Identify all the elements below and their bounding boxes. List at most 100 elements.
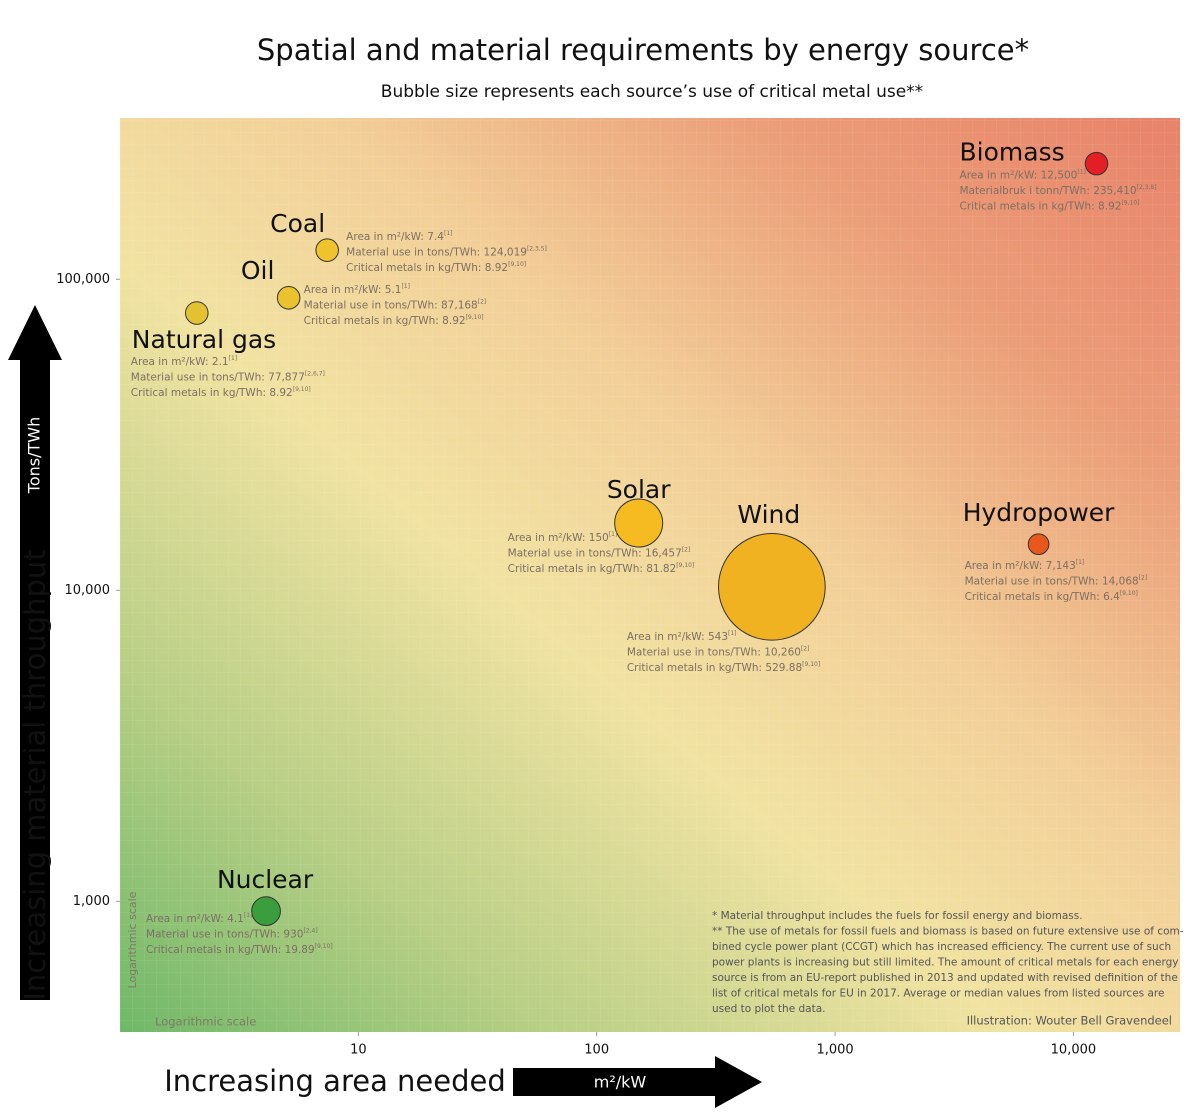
- note-text: Material use in tons/TWh: 10,260: [627, 646, 801, 658]
- bubble: [185, 301, 209, 325]
- bubble: [315, 238, 339, 262]
- source-note: Material use in tons/TWh: 87,168[2]: [304, 298, 487, 312]
- bubble: [718, 532, 826, 641]
- source-note: Area in m²/kW: 12,500[1]: [960, 168, 1086, 182]
- note-text: Critical metals in kg/TWh: 6.4: [965, 591, 1121, 603]
- y-scale-note: Logarithmic scale: [126, 891, 139, 988]
- source-note: Material use in tons/TWh: 14,068[2]: [965, 574, 1148, 588]
- source-note: Material use in tons/TWh: 930[2,4]: [146, 927, 318, 941]
- source-note: Material use in tons/TWh: 16,457[2]: [508, 546, 691, 560]
- x-tick-label: 10: [350, 1043, 367, 1058]
- source-name: Nuclear: [217, 865, 314, 894]
- bubble: [276, 286, 301, 310]
- note-ref: [1]: [244, 912, 253, 919]
- chart-title: Spatial and material requirements by ene…: [257, 33, 1029, 67]
- source-note: Critical metals in kg/TWh: 81.82[9,10]: [508, 561, 695, 575]
- note-ref: [1]: [444, 230, 453, 237]
- footnote: * Material throughput includes the fuels…: [712, 910, 1083, 922]
- x-scale-note: Logarithmic scale: [155, 1015, 256, 1029]
- bubble: [614, 498, 664, 548]
- note-text: Area in m²/kW: 12,500: [960, 170, 1078, 182]
- source-note: Critical metals in kg/TWh: 6.4[9,10]: [965, 590, 1138, 604]
- note-ref: [9,10]: [802, 660, 820, 667]
- note-text: Area in m²/kW: 2.1: [131, 356, 229, 368]
- x-arrow: [513, 1056, 762, 1108]
- footnote: used to plot the data.: [712, 1003, 826, 1015]
- source-note: Material use in tons/TWh: 124,019[2,3,5]: [346, 245, 547, 258]
- note-ref: [2]: [1139, 574, 1148, 581]
- note-text: Critical metals in kg/TWh: 19.89: [146, 944, 315, 956]
- y-tick-label: 10,000: [65, 583, 111, 598]
- source-note: Area in m²/kW: 7,143[1]: [965, 559, 1085, 573]
- x-tick-label: 100: [584, 1043, 609, 1058]
- source-note: Area in m²/kW: 7.4[1]: [346, 230, 452, 244]
- x-tick-label: 10,000: [1051, 1043, 1097, 1058]
- note-text: Area in m²/kW: 7.4: [346, 231, 444, 243]
- credit: Illustration: Wouter Bell Gravendeel: [967, 1014, 1172, 1028]
- note-ref: [9,10]: [1120, 590, 1138, 597]
- note-text: Material use in tons/TWh: 930: [146, 929, 303, 941]
- note-ref: [9,10]: [508, 261, 526, 268]
- note-ref: [9,10]: [293, 386, 311, 393]
- note-ref: [9,10]: [1121, 199, 1139, 206]
- source-note: Critical metals in kg/TWh: 8.92[9,10]: [960, 199, 1140, 213]
- footnote: power plants is increasing but still lim…: [712, 957, 1179, 969]
- note-ref: [2]: [682, 546, 691, 553]
- y-arrow: [8, 305, 62, 1000]
- note-text: Critical metals in kg/TWh: 8.92: [131, 387, 293, 399]
- source-name: Coal: [270, 209, 325, 238]
- note-text: Material use in tons/TWh: 87,168: [304, 299, 478, 311]
- note-ref: [1]: [728, 629, 737, 636]
- source-name: Biomass: [960, 138, 1065, 167]
- note-ref: [1]: [1077, 168, 1086, 175]
- note-ref: [9,10]: [676, 561, 694, 568]
- footnote: bined cycle power plant (CCGT) which has…: [712, 941, 1171, 953]
- note-text: Material use in tons/TWh: 16,457: [508, 547, 682, 559]
- note-ref: [2,3,5]: [527, 245, 547, 252]
- note-ref: [2]: [478, 298, 487, 305]
- note-text: Area in m²/kW: 7,143: [965, 560, 1076, 572]
- bubble: [1027, 533, 1050, 555]
- source-note: Critical metals in kg/TWh: 19.89[9,10]: [146, 943, 333, 957]
- bubble-group: Solar Area in m²/kW: 150[1] Material use i…: [508, 475, 695, 575]
- y-unit: Tons/TWh: [25, 417, 44, 494]
- note-ref: [1]: [229, 355, 238, 362]
- note-ref: [2,6,7]: [305, 370, 325, 377]
- x-axis-title: Increasing area needed: [164, 1064, 506, 1098]
- note-ref: [1]: [1076, 559, 1085, 566]
- footnote: source is from an EU-report published in…: [712, 972, 1178, 984]
- note-ref: [2,4]: [303, 927, 317, 934]
- bubble-group: Coal Area in m²/kW: 7.4[1]Material use in…: [270, 209, 547, 274]
- footnote: ** The use of metals for fossil fuels an…: [712, 926, 1184, 938]
- note-text: Area in m²/kW: 150: [508, 532, 609, 544]
- source-note: Material use in tons/TWh: 77,877[2,6,7]: [131, 370, 325, 384]
- source-note: Area in m²/kW: 4.1[1]: [146, 912, 252, 926]
- note-text: Material use in tons/TWh: 77,877: [131, 372, 305, 384]
- note-ref: [9,10]: [466, 313, 484, 320]
- x-tick-label: 1,000: [816, 1043, 853, 1058]
- note-ref: [9,10]: [315, 943, 333, 950]
- note-text: Critical metals in kg/TWh: 8.92: [304, 315, 466, 327]
- source-note: Critical metals in kg/TWh: 529.88[9,10]: [627, 660, 820, 674]
- source-note: Area in m²/kW: 543[1]: [627, 629, 737, 643]
- source-note: Area in m²/kW: 2.1[1]: [131, 355, 237, 369]
- source-note: Materialbruk i tonn/TWh: 235,410[2,3,8]: [960, 184, 1157, 198]
- x-unit: m²/kW: [594, 1073, 647, 1092]
- y-tick-label: 100,000: [56, 272, 110, 287]
- note-ref: [2]: [801, 645, 810, 652]
- source-name: Hydropower: [963, 498, 1115, 527]
- note-text: Material use in tons/TWh: 14,068: [965, 576, 1139, 588]
- note-text: Area in m²/kW: 5.1: [304, 284, 402, 296]
- source-note: Material use in tons/TWh: 10,260[2]: [627, 645, 810, 659]
- bubble: [251, 896, 281, 926]
- chart-subtitle: Bubble size represents each source’s use…: [381, 82, 923, 102]
- note-text: Material use in tons/TWh: 124,019: [346, 247, 527, 259]
- note-ref: [1]: [609, 530, 618, 537]
- footnote: list of critical metals for EU in 2017. …: [712, 988, 1164, 1000]
- plot-grid-texture: [120, 118, 1180, 1032]
- note-text: Critical metals in kg/TWh: 8.92: [346, 262, 508, 274]
